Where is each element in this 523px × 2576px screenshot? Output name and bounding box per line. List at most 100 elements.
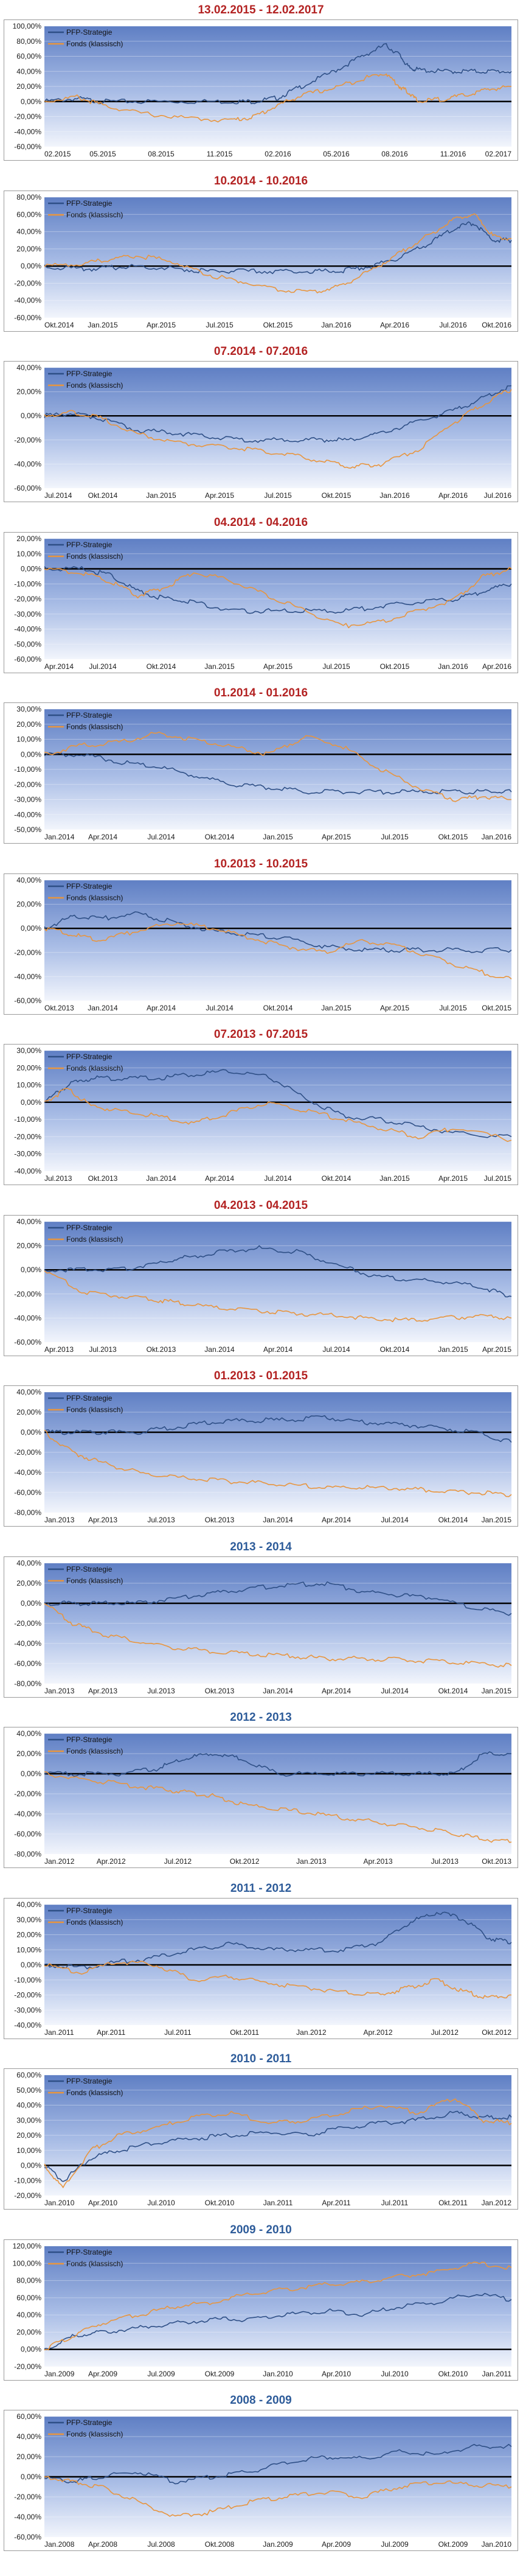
legend-label: PFP-Strategie — [66, 1906, 113, 1915]
chart-panel: 2008 - 2009 60,00% 40,00% 20,00% 0,00% -20,00… — [4, 2390, 518, 2561]
x-tick-label: 08.2016 — [381, 150, 408, 158]
y-tick-label: -20,00% — [14, 436, 41, 444]
y-tick-label: -20,00% — [14, 2362, 41, 2371]
y-tick-label: -60,00% — [14, 1488, 41, 1497]
chart-title: 2008 - 2009 — [230, 2394, 292, 2407]
y-tick-label: 0,00% — [21, 97, 41, 106]
x-tick-label: Apr.2015 — [263, 662, 293, 671]
legend-label: PFP-Strategie — [66, 199, 113, 208]
y-tick-label: 0,00% — [21, 750, 41, 758]
y-tick-label: -60,00% — [14, 1830, 41, 1838]
y-tick-label: 10,00% — [16, 1081, 41, 1090]
x-tick-label: Okt.2011 — [230, 2028, 259, 2037]
y-tick-label: -40,00% — [14, 810, 41, 819]
x-tick-label: Jan.2015 — [88, 321, 118, 329]
y-tick-label: -40,00% — [14, 1167, 41, 1175]
x-tick-label: Okt.2013 — [44, 1004, 74, 1012]
y-tick-label: 20,00% — [16, 1749, 41, 1758]
y-tick-label: 20,00% — [16, 1408, 41, 1416]
chart-box: 40,00% 20,00% 0,00% -20,00% -40,00% -60,00% -8… — [4, 1556, 518, 1698]
chart-title: 2013 - 2014 — [230, 1540, 292, 1553]
legend-label: PFP-Strategie — [66, 1052, 113, 1061]
line-chart: 80,00% 60,00% 40,00% 20,00% 0,00% -20,00% -40,… — [14, 193, 512, 329]
y-tick-label: 0,00% — [21, 262, 41, 270]
x-tick-label: Jan.2012 — [44, 1857, 75, 1866]
x-tick-label: Okt.2008 — [205, 2540, 235, 2549]
plot-area — [44, 368, 511, 488]
y-tick-label: 120,00% — [13, 2242, 42, 2250]
chart-box: 30,00% 20,00% 10,00% 0,00% -10,00% -20,00% -30… — [4, 1044, 518, 1185]
series-line-strategy — [44, 752, 512, 795]
y-tick-label: 50,00% — [16, 2086, 41, 2095]
y-tick-label: -10,00% — [14, 1975, 41, 1984]
y-tick-label: 20,00% — [16, 1241, 41, 1250]
y-tick-label: 20,00% — [16, 244, 41, 253]
x-tick-label: Okt.2015 — [438, 833, 468, 841]
x-tick-label: Apr.2016 — [380, 321, 409, 329]
plot-area — [44, 2245, 511, 2367]
x-tick-label: Okt.2012 — [482, 2028, 511, 2037]
line-chart: 60,00% 50,00% 40,00% 30,00% 20,00% 10,00% 0,00… — [14, 2071, 512, 2207]
x-tick-label: Okt.2013 — [147, 1345, 176, 1354]
x-tick-label: Jan.2011 — [263, 2199, 293, 2207]
y-tick-label: 40,00% — [16, 1900, 41, 1909]
x-tick-label: Jan.2016 — [482, 833, 512, 841]
x-tick-label: Apr.2014 — [263, 1345, 293, 1354]
x-tick-label: Okt.2010 — [205, 2199, 235, 2207]
legend-label: PFP-Strategie — [66, 28, 113, 37]
series-line-strategy — [44, 565, 512, 614]
x-tick-label: Okt.2014 — [44, 321, 74, 329]
x-tick-label: Jul.2011 — [164, 2028, 192, 2037]
x-tick-label: Apr.2014 — [88, 833, 117, 841]
line-chart: 40,00%20,00%0,00%-20,00%-40,00%-60,00%Ap… — [14, 1217, 511, 1354]
y-tick-label: 20,00% — [16, 900, 41, 908]
y-tick-label: -20,00% — [14, 113, 41, 121]
x-tick-label: Jul.2014 — [264, 1174, 292, 1183]
y-tick-label: -80,00% — [14, 1850, 41, 1858]
x-tick-label: Jan.2016 — [321, 321, 352, 329]
x-tick-label: Okt.2014 — [380, 1345, 410, 1354]
x-tick-label: Jul.2014 — [89, 662, 117, 671]
legend-label: Fonds (klassisch) — [66, 381, 123, 390]
y-tick-label: 10,00% — [16, 735, 41, 744]
x-tick-label: Apr.2016 — [438, 491, 468, 500]
legend-label: Fonds (klassisch) — [66, 552, 123, 561]
x-tick-label: Apr.2008 — [88, 2540, 117, 2549]
series-line-strategy — [44, 2110, 512, 2182]
y-tick-label: -40,00% — [14, 1810, 41, 1818]
chart-box: 40,00% 20,00% 0,00% -20,00% -40,00% -60,00% -8… — [4, 1727, 518, 1868]
legend-label: PFP-Strategie — [66, 541, 113, 549]
legend-label: Fonds (klassisch) — [66, 40, 123, 48]
chart-box: 60,00% 40,00% 20,00% 0,00% -20,00% -40,00% -60… — [4, 2410, 518, 2551]
legend-label: Fonds (klassisch) — [66, 1235, 123, 1244]
legend-label: Fonds (klassisch) — [66, 1918, 123, 1927]
legend-label: Fonds (klassisch) — [66, 211, 123, 219]
y-tick-label: -40,00% — [14, 296, 41, 304]
chart-box: 20,00% 10,00% 0,00% -10,00% -20,00% -30,00% -4… — [4, 531, 518, 673]
y-tick-label: 40,00% — [16, 363, 41, 372]
chart-panel: 10.2013 - 10.2015 40,00% 20,00% 0,00% -20,00… — [4, 854, 518, 1025]
x-tick-label: Okt.2014 — [322, 1174, 352, 1183]
y-tick-label: -40,00% — [14, 2021, 41, 2029]
legend: PFP-Strategie Fonds (klassisch) — [48, 1223, 123, 1244]
line-chart: 40,00% 20,00% 0,00% -20,00% -40,00% -60,00% -8… — [14, 1729, 511, 1866]
x-tick-label: Okt.2010 — [438, 2370, 468, 2378]
legend-label: Fonds (klassisch) — [66, 1064, 123, 1073]
legend-label: Fonds (klassisch) — [66, 1405, 123, 1414]
y-tick-label: -20,00% — [14, 1132, 41, 1141]
y-tick-label: -60,00% — [14, 996, 41, 1005]
y-tick-label: -50,00% — [14, 825, 41, 834]
series-line-strategy — [44, 1069, 512, 1138]
x-tick-label: 02.2015 — [44, 150, 71, 158]
y-tick-label: -40,00% — [14, 625, 41, 633]
y-tick-label: -50,00% — [14, 640, 41, 648]
legend: PFP-Strategie Fonds (klassisch) — [48, 1394, 123, 1414]
x-tick-label: Okt.2014 — [263, 1004, 293, 1012]
x-tick-label: Apr.2014 — [147, 1004, 176, 1012]
x-tick-label: Jan.2015 — [263, 833, 293, 841]
x-tick-label: Jan.2010 — [482, 2540, 512, 2549]
y-tick-label: 40,00% — [16, 67, 41, 75]
x-tick-label: Apr.2010 — [322, 2370, 351, 2378]
legend-label: Fonds (klassisch) — [66, 1577, 123, 1585]
series-line-fonds — [44, 389, 512, 469]
